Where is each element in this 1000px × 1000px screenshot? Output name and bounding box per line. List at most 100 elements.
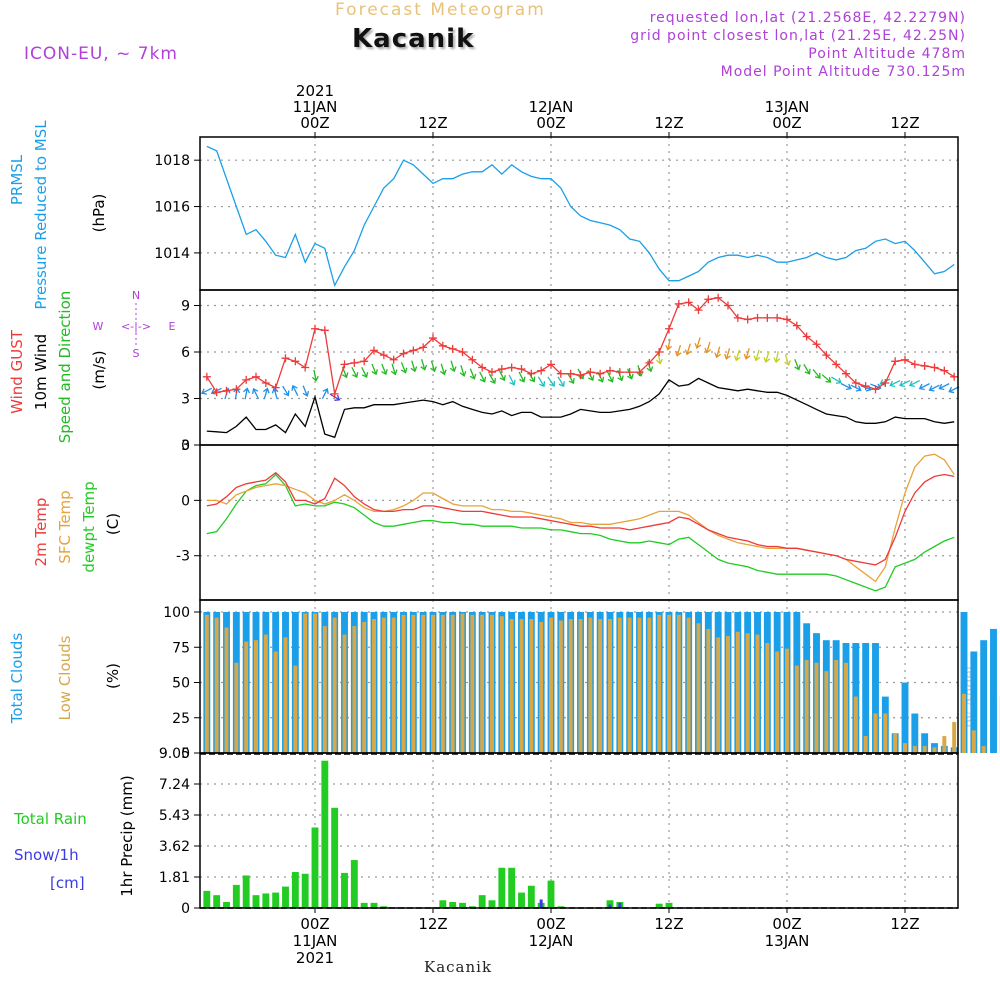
arrow-head (794, 364, 801, 371)
arrow-head (271, 387, 279, 394)
arrow-head (704, 347, 712, 354)
top-time-label: 11JAN (293, 98, 338, 116)
wind-unit: (m/s) (90, 350, 108, 389)
gust-point-marker (842, 369, 850, 378)
low-cloud-bar (716, 637, 721, 753)
wind-direction-arrow (899, 379, 911, 387)
wind-direction-arrow (773, 351, 781, 364)
total-cloud-bar (980, 640, 988, 753)
low-cloud-bar (421, 614, 426, 753)
arrow-head (814, 372, 821, 379)
arrow-shaft (479, 371, 486, 383)
low-cloud-bar (431, 614, 435, 753)
arrow-head (918, 383, 925, 391)
gust-point-marker (665, 324, 673, 333)
arrow-head (449, 366, 457, 373)
gust-point-marker (527, 369, 536, 378)
dewpt-temp-line (206, 473, 955, 592)
gust-point-marker (488, 368, 496, 377)
top-time-label: 2021 (296, 82, 334, 100)
arrow-shaft (676, 344, 682, 356)
arrow-shaft (313, 369, 317, 381)
wind-direction-arrow (665, 338, 673, 351)
gust-point-marker (458, 348, 467, 356)
low-cloud-bar (372, 619, 376, 753)
wind-direction-arrow (381, 363, 388, 376)
gust-point-marker (812, 340, 821, 349)
low-cloud-bar (244, 641, 249, 753)
low-cloud-bar (922, 745, 927, 753)
low-cloud-bar (863, 736, 868, 753)
low-cloud-bar (362, 621, 367, 753)
wind-direction-arrow (200, 387, 213, 395)
wind-direction-arrow (430, 360, 437, 373)
precip-tick-label: 1.81 (159, 870, 190, 886)
arrow-head (410, 366, 418, 373)
app-title: Forecast Meteogram (335, 0, 546, 20)
low-cloud-bar (804, 659, 809, 753)
location-title: Kacanik (352, 24, 475, 54)
low-cloud-bar (224, 627, 229, 753)
wind-direction-arrow (371, 363, 378, 376)
arrow-shaft (321, 388, 328, 400)
low-cloud-bar (824, 671, 829, 753)
gust-point-marker (202, 372, 211, 381)
snow-unit-label: [cm] (50, 874, 85, 892)
low-cloud-bar (332, 617, 337, 753)
gust-point-marker (635, 368, 644, 377)
arrow-head (529, 376, 536, 383)
wind-direction-arrow (420, 358, 428, 371)
arrow-head (322, 387, 329, 394)
low-cloud-bar (480, 614, 485, 753)
low-cloud-bar (549, 617, 553, 753)
low-cloud-bar (853, 696, 858, 753)
arrow-head (459, 370, 467, 377)
rain-bar (291, 872, 299, 908)
low-cloud-bar (342, 634, 347, 753)
wind-direction-arrow (928, 384, 940, 392)
low-cloud-bar (696, 623, 701, 753)
wind-10m-label: 10m Wind (32, 334, 50, 410)
gust-point-marker (891, 357, 900, 366)
low-cloud-bar (745, 633, 750, 753)
rain-bar (331, 807, 339, 908)
low-cloud-bar (391, 617, 396, 753)
bottom-time-label: 11JAN (293, 932, 338, 950)
wind-direction-arrow (938, 383, 950, 391)
arrow-head (499, 375, 506, 382)
precip-unit: 1hr Precip (mm) (118, 775, 136, 896)
arrow-head (371, 369, 378, 376)
arrow-shaft (745, 348, 750, 360)
low-cloud-bar (962, 693, 966, 753)
low-cloud-bar (214, 617, 219, 753)
wind-direction-arrow (440, 363, 447, 376)
gust-point-marker (419, 343, 428, 352)
top-time-label: 12Z (418, 114, 447, 132)
wind-direction-arrow (784, 354, 791, 367)
arrow-shaft (469, 368, 475, 380)
arrow-shaft (400, 362, 407, 373)
wind-direction-arrow (459, 365, 467, 377)
arrow-head (210, 388, 217, 395)
arrow-shaft (686, 343, 691, 355)
low-cloud-bar (440, 614, 445, 753)
rain-bar (439, 900, 447, 908)
gust-point-marker (271, 383, 280, 392)
wind-direction-arrow (557, 376, 565, 388)
gust-point-marker (920, 361, 929, 370)
arrow-head (665, 344, 673, 351)
wind-direction-arrow (479, 371, 487, 383)
low-cloud-bar (499, 616, 504, 753)
gust-point-marker (389, 355, 398, 364)
wind-direction-arrow (753, 349, 761, 362)
arrow-head (948, 386, 955, 394)
wind-tick-label: 3 (181, 392, 190, 408)
gust-point-marker (753, 313, 762, 322)
gust-point-marker (871, 385, 880, 394)
bottom-time-label: 12Z (418, 915, 447, 933)
wind-direction-arrow (449, 360, 457, 373)
pressure-label-desc: Pressure Reduced to MSL (32, 120, 50, 310)
wind-direction-arrow (469, 368, 477, 380)
arrow-head (263, 387, 270, 394)
